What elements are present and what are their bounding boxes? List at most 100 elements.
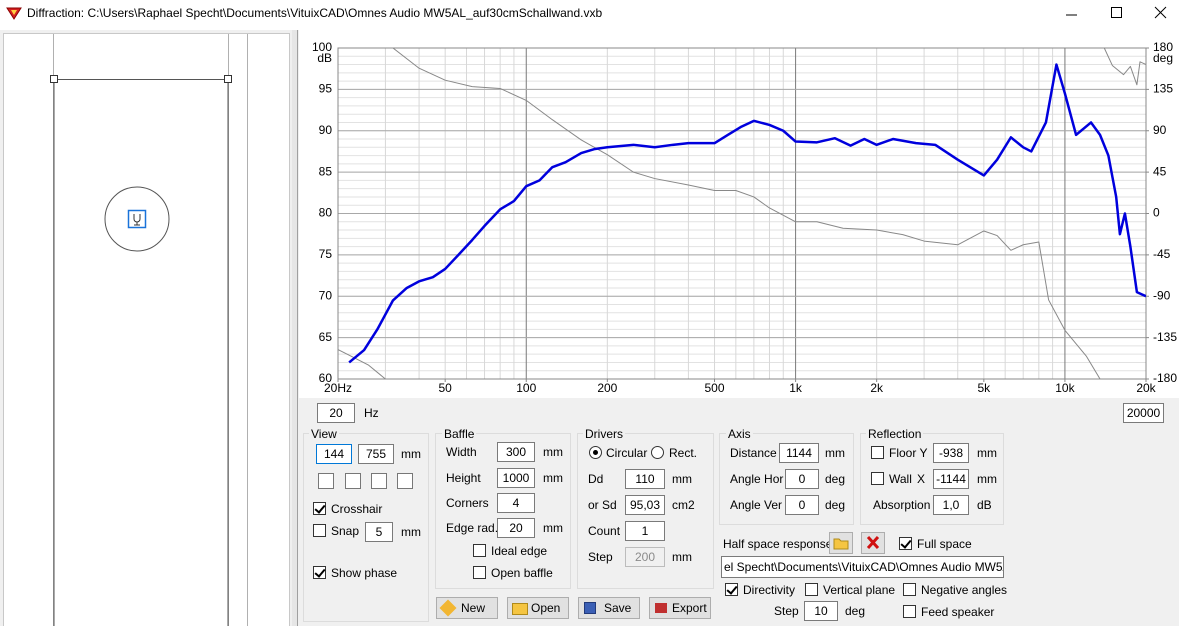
checkbox[interactable] [313,566,326,579]
delete-icon [866,535,880,550]
unit-label: deg [825,498,846,512]
button-label: Open [531,601,561,615]
max-frequency-input[interactable]: 20000 [1123,403,1164,423]
left-panel [0,30,292,626]
export-button[interactable]: Export [649,597,711,619]
phase-line [338,48,1146,379]
y2-tick-label: -45 [1153,247,1171,261]
checkbox-label: Ideal edge [491,544,548,558]
text-input[interactable]: 5 [365,522,393,542]
zoom-fit-button[interactable] [397,473,413,489]
checkbox-label: Feed speaker [921,605,995,619]
text-input[interactable]: 110 [625,469,665,489]
new-button[interactable]: New [436,597,498,619]
text-input[interactable]: 0 [785,469,819,489]
save-button[interactable]: Save [578,597,640,619]
y2-tick-label: 90 [1153,123,1167,137]
checkbox-label: Show phase [331,566,398,580]
text-input[interactable]: 20 [497,518,535,538]
radio-button[interactable] [589,446,602,459]
zoom-in-button[interactable] [371,473,387,489]
checkbox[interactable] [871,446,884,459]
file-path-input[interactable]: el Specht\Documents\VituixCAD\Omnes Audi… [721,556,1004,578]
window-controls[interactable] [1050,0,1179,30]
checkbox[interactable] [805,583,818,596]
field-label: Half space response [723,537,833,551]
spl-line [348,63,1146,364]
text-input: 200 [625,547,665,567]
field-label: or Sd [588,498,617,512]
x-tick-label: 1k [789,381,803,395]
unit-label: deg [845,604,866,618]
splitter[interactable] [292,30,298,626]
field-label: Dd [588,472,604,486]
button-label: Export [672,601,707,615]
checkbox[interactable] [903,583,916,596]
button-label: New [461,601,486,615]
y2-tick-label: -180 [1153,371,1177,385]
y2-tick-label: -135 [1153,330,1177,344]
x-tick-label: 100 [516,381,536,395]
checkbox[interactable] [473,544,486,557]
button-icon [655,603,667,613]
group-box [577,433,714,589]
min-frequency-input[interactable]: 20 [317,403,355,423]
x-tick-label: 50 [438,381,452,395]
plot-frame [337,47,1147,380]
baffle-view[interactable] [0,30,292,626]
checkbox[interactable] [871,472,884,485]
unit-label: dB [977,498,992,512]
text-input[interactable]: -1144 [933,469,969,489]
y-tick-label: 90 [319,123,333,137]
text-input[interactable]: -938 [933,443,969,463]
y-tick-label: 85 [319,164,333,178]
field-label: Angle Hor [730,472,784,486]
clear-file-button[interactable] [861,532,885,554]
checkbox[interactable] [725,583,738,596]
y-tick-label: 80 [319,206,333,220]
text-input[interactable]: 1144 [779,443,819,463]
checkbox[interactable] [313,524,326,537]
text-input[interactable]: 144 [316,444,352,464]
text-input[interactable]: 300 [497,442,535,462]
checkbox[interactable] [899,537,912,550]
checkbox[interactable] [903,605,916,618]
zoom-out-button[interactable] [318,473,334,489]
unit-label: Hz [364,406,379,420]
zoom-button[interactable] [345,473,361,489]
group-title: Drivers [583,427,625,441]
button-icon [439,599,457,617]
group-title: Baffle [442,427,477,441]
unit-label: mm [672,472,692,486]
radio-button[interactable] [651,446,664,459]
unit-label: mm [672,550,692,564]
text-input[interactable]: 95,03 [625,495,665,515]
text-input[interactable]: 0 [785,495,819,515]
checkbox-label: Crosshair [331,502,383,516]
unit-label: cm2 [672,498,695,512]
y-tick-label: 60 [319,371,333,385]
text-input[interactable]: 10 [804,601,838,621]
field-label: Width [446,445,477,459]
checkbox[interactable] [473,566,486,579]
checkbox-label: Directivity [743,583,796,597]
folder-icon [833,538,849,550]
field-label: X [917,472,926,486]
checkbox-label: Floor Y [889,446,928,460]
text-input[interactable]: 1 [625,521,665,541]
text-input[interactable]: 4 [497,493,535,513]
group-box [435,433,571,589]
open-file-button[interactable] [829,532,853,554]
open-button[interactable]: Open [507,597,569,619]
text-input[interactable]: 1000 [497,468,535,488]
x-tick-label: 20Hz [324,381,352,395]
field-label: Edge rad. [446,521,499,535]
y-axis-unit: dB [317,51,332,65]
text-input[interactable]: 755 [358,444,394,464]
checkbox[interactable] [313,502,326,515]
checkbox-label: Wall [889,472,912,486]
text-input[interactable]: 1,0 [933,495,969,515]
window-title: Diffraction: C:\Users\Raphael Specht\Doc… [27,6,603,20]
checkbox-label: Negative angles [921,583,1008,597]
